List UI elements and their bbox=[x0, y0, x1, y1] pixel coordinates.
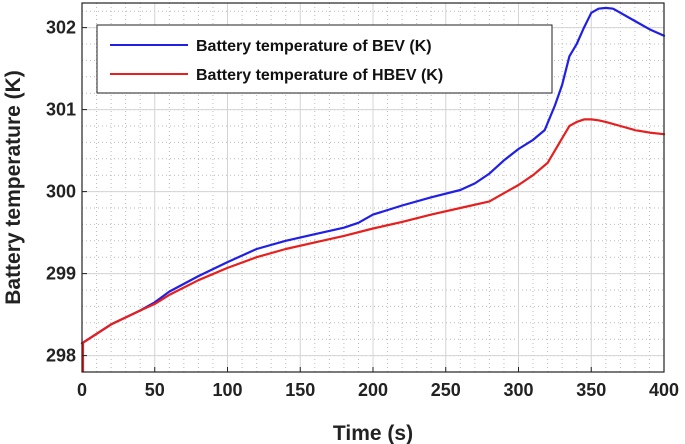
ticks: 0 50 100 150 200 250 300 350 400 298 299 300 301 302 bbox=[46, 18, 679, 400]
x-tick-label: 250 bbox=[431, 380, 461, 400]
legend-label-bev: Battery temperature of BEV (K) bbox=[196, 38, 432, 55]
x-axis-label: Time (s) bbox=[333, 422, 413, 444]
x-tick-label: 150 bbox=[285, 380, 315, 400]
x-tick-label: 0 bbox=[77, 380, 87, 400]
legend-label-hbev: Battery temperature of HBEV (K) bbox=[196, 67, 443, 84]
series-line-bev bbox=[80, 6, 666, 345]
x-tick-label: 50 bbox=[145, 380, 165, 400]
y-tick-label: 300 bbox=[46, 182, 76, 202]
x-tick-label: 350 bbox=[576, 380, 606, 400]
y-tick-label: 299 bbox=[46, 264, 76, 284]
series-line-hbev bbox=[80, 118, 666, 345]
y-axis-label: Battery temperature (K) bbox=[2, 70, 25, 305]
legend: Battery temperature of BEV (K) Battery t… bbox=[96, 24, 553, 94]
y-tick-label: 298 bbox=[46, 346, 76, 366]
x-tick-label: 100 bbox=[212, 380, 242, 400]
legend-box bbox=[96, 24, 553, 94]
y-tick-label: 302 bbox=[46, 18, 76, 38]
series-layer bbox=[80, 6, 666, 372]
y-tick-label: 301 bbox=[46, 100, 76, 120]
x-tick-label: 300 bbox=[503, 380, 533, 400]
x-tick-label: 200 bbox=[358, 380, 388, 400]
x-tick-label: 400 bbox=[649, 380, 679, 400]
